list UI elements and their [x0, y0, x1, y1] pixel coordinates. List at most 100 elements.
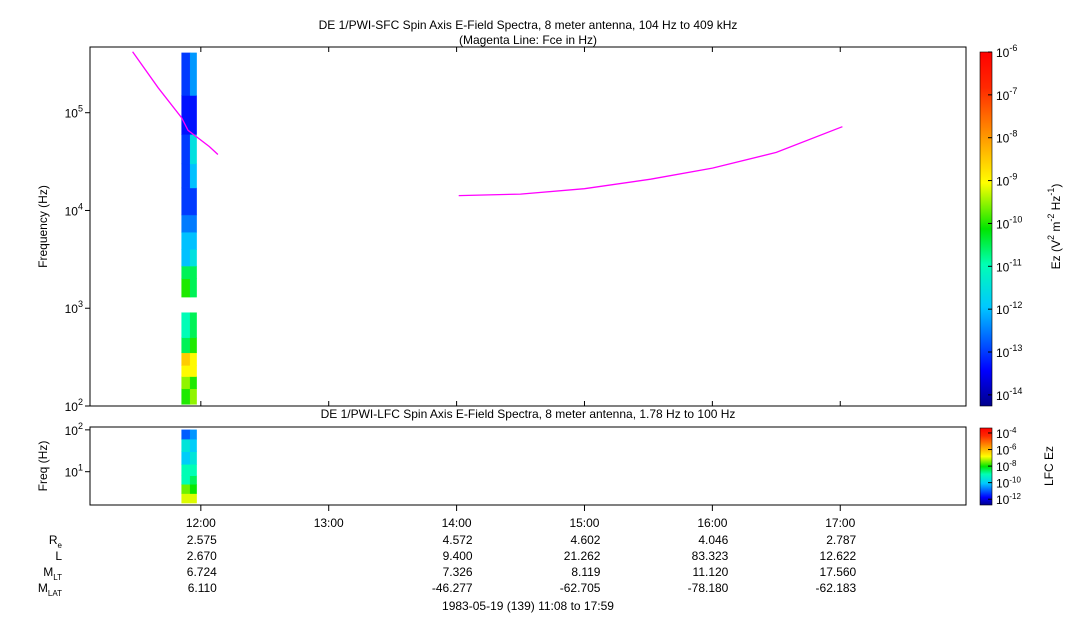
ephemeris-label: Re	[49, 533, 63, 549]
colorbar-label-part: LFC Ez	[1042, 446, 1056, 486]
ephemeris-value: 11.120	[693, 565, 729, 579]
ephemeris-label-main: R	[49, 533, 58, 547]
y-tick-label-exp: 2	[78, 397, 83, 407]
colorbar-tick-label: 10-10	[996, 475, 1021, 491]
y-tick-label: 103	[65, 300, 83, 317]
colorbar-tick-label: 10-11	[996, 258, 1022, 275]
plot-frame	[89, 46, 967, 407]
colorbar-label-part: Hz	[1049, 196, 1063, 214]
spectrogram-cell	[181, 352, 191, 366]
spectrogram-cell	[189, 376, 197, 390]
ephemeris-value: 4.572	[443, 533, 473, 547]
spectrogram-cell	[181, 95, 191, 135]
colorbar-label-part: Ez (V	[1049, 240, 1063, 269]
y-axis-label: Freq (Hz)	[36, 441, 50, 492]
colorbar-label: Ez (V2 m-2 Hz-1)	[1046, 184, 1063, 270]
y-tick-label-exp: 3	[78, 300, 83, 310]
colorbar-tick-label-exp: -8	[1009, 129, 1017, 139]
footer: 1983-05-19 (139) 11:08 to 17:59	[442, 599, 614, 613]
colorbar-tick-label-base: 10	[996, 389, 1010, 403]
colorbar-label-part: m	[1049, 222, 1063, 235]
colorbar-tick-label-base: 10	[996, 346, 1010, 360]
colorbar-tick-label-exp: -13	[1009, 343, 1022, 353]
plot-frame	[89, 426, 967, 506]
panel-subtitle: (Magenta Line: Fce in Hz)	[459, 33, 597, 47]
spectrogram-cell	[181, 249, 191, 267]
y-tick-label: 104	[65, 202, 83, 219]
spectrogram-cell	[181, 429, 191, 440]
y-tick-label-exp: 5	[78, 104, 83, 114]
colorbar-tick-label: 10-13	[996, 343, 1022, 360]
colorbar-tick-label: 10-4	[996, 426, 1017, 442]
colorbar-tick-label-base: 10	[996, 46, 1010, 60]
spectrogram-cell	[181, 464, 191, 477]
y-axis-label: Frequency (Hz)	[36, 185, 50, 268]
colorbar-tick-label-exp: -12	[1009, 301, 1022, 311]
y-tick-label-exp: 4	[78, 202, 83, 212]
spectrogram-cell	[181, 134, 191, 165]
y-tick-label-exp: 2	[78, 421, 83, 431]
spectrogram-cell	[181, 231, 191, 250]
colorbar-tick-label-exp: -10	[1009, 215, 1022, 225]
ephemeris-value: 2.575	[187, 533, 217, 547]
colorbar-tick-label: 10-12	[996, 492, 1021, 508]
colorbar-tick-label-exp: -9	[1009, 172, 1017, 182]
spectrogram-cell	[189, 429, 197, 440]
spectrogram-cell	[189, 388, 197, 405]
y-tick-label-base: 10	[65, 205, 79, 219]
spectrogram-cell	[181, 312, 191, 338]
spectrogram-cell	[181, 214, 191, 233]
colorbar-tick-label-base: 10	[996, 132, 1010, 146]
colorbar-label-part: -2	[1046, 214, 1056, 222]
colorbar-tick-label-base: 10	[996, 218, 1010, 232]
spectrogram-cell	[181, 278, 191, 298]
spectrogram-cell	[189, 52, 197, 96]
ephemeris-label-sub: LT	[53, 573, 62, 582]
x-tick-label: 16:00	[697, 516, 727, 530]
colorbar-tick-label-exp: -8	[1009, 459, 1017, 468]
colorbar-tick-label-exp: -7	[1009, 86, 1017, 96]
spectrogram-cell	[181, 493, 191, 504]
fce-line	[132, 51, 843, 197]
panel-title: DE 1/PWI-SFC Spin Axis E-Field Spectra, …	[319, 18, 738, 32]
colorbar-tick-label: 10-7	[996, 86, 1017, 103]
colorbar-tick-label-exp: -6	[1009, 43, 1017, 53]
ephemeris-value: -46.277	[432, 581, 473, 595]
spectrogram-cell	[189, 163, 197, 189]
spectrogram-cell	[181, 52, 191, 96]
spectrogram-cell	[181, 475, 191, 485]
spectrogram-cell	[189, 451, 197, 465]
colorbar-tick-label-base: 10	[996, 427, 1010, 441]
ephemeris-label-main: L	[55, 549, 62, 563]
colorbar-tick-label-base: 10	[996, 444, 1010, 458]
y-tick-label-base: 10	[65, 107, 79, 121]
y-tick-label: 101	[65, 463, 83, 480]
x-tick-label: 17:00	[825, 516, 855, 530]
ephemeris-value: -62.705	[560, 581, 601, 595]
colorbar-tick-label: 10-8	[996, 459, 1017, 475]
spectrogram-cell	[189, 214, 197, 233]
ephemeris-value: 83.323	[692, 549, 729, 563]
y-tick-label-base: 10	[65, 302, 79, 316]
x-tick-label: 13:00	[314, 516, 344, 530]
colorbar-tick-label-base: 10	[996, 260, 1010, 274]
colorbar	[979, 51, 993, 407]
panel-title: DE 1/PWI-LFC Spin Axis E-Field Spectra, …	[321, 407, 736, 421]
spectrogram-cell	[181, 438, 191, 452]
x-tick-label: 12:00	[186, 516, 216, 530]
x-tick-label: 14:00	[442, 516, 472, 530]
ephemeris-value: 2.787	[826, 533, 856, 547]
ephemeris-value: 6.724	[187, 565, 217, 579]
colorbar-tick-label-base: 10	[996, 477, 1010, 491]
colorbar-tick-label: 10-6	[996, 442, 1017, 458]
spectrogram-cell	[189, 365, 197, 377]
colorbar-tick-label: 10-6	[996, 43, 1017, 60]
spectrogram-cell	[189, 484, 197, 494]
ephemeris-value: -78.180	[688, 581, 729, 595]
colorbar-tick-label-exp: -4	[1009, 426, 1017, 435]
spectrogram-cell	[189, 475, 197, 485]
spectrogram-cell	[189, 278, 197, 298]
ephemeris-value: 4.602	[570, 533, 600, 547]
y-tick-label: 102	[65, 421, 83, 438]
